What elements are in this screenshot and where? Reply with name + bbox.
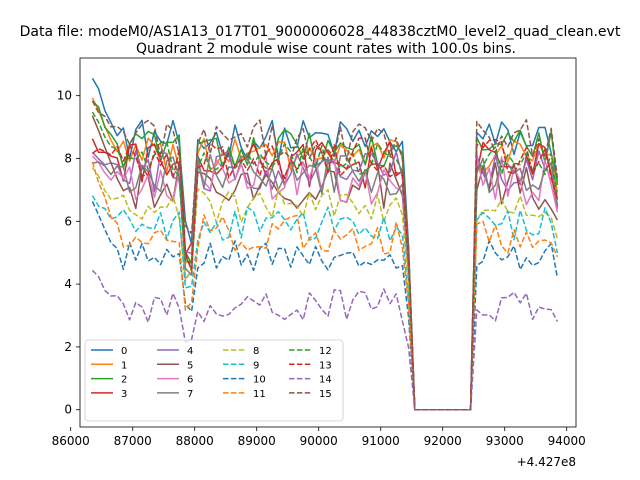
legend-label-5: 5 [187, 360, 193, 371]
series-line-9 [91, 195, 559, 411]
series-line-15 [91, 100, 559, 411]
series-line-3 [91, 138, 559, 411]
x-tick-label: 87000 [114, 434, 152, 448]
legend-label-7: 7 [187, 389, 193, 400]
y-axis: 0 2 4 6 8 10 [57, 89, 80, 417]
legend-label-3: 3 [121, 389, 127, 400]
legend-label-10: 10 [253, 375, 266, 386]
figure-suptitle: Data file: modeM0/AS1A13_017T01_90000060… [20, 24, 621, 40]
legend-label-9: 9 [253, 360, 259, 371]
chart-title: Quadrant 2 module wise count rates with … [136, 41, 516, 57]
series-line-12 [91, 111, 559, 411]
legend-label-2: 2 [121, 375, 127, 386]
y-tick-label: 6 [64, 214, 72, 228]
legend-label-14: 14 [319, 375, 332, 386]
series-line-8 [91, 167, 559, 411]
legend-label-0: 0 [121, 346, 127, 357]
series-line-13 [91, 137, 559, 411]
legend-label-11: 11 [253, 389, 266, 400]
plot-frame [79, 57, 577, 428]
series-line-11 [91, 161, 559, 411]
x-tick-label: 86000 [52, 434, 90, 448]
y-tick-label: 8 [64, 151, 72, 165]
series-line-0 [91, 77, 559, 411]
legend-label-12: 12 [319, 346, 332, 357]
x-tick-label: 90000 [300, 434, 338, 448]
y-tick-label: 2 [64, 340, 72, 354]
y-tick-label: 10 [57, 89, 72, 103]
legend-label-8: 8 [253, 346, 259, 357]
x-tick-label: 88000 [176, 434, 214, 448]
series-line-10 [91, 201, 559, 411]
series-line-2 [91, 100, 559, 411]
y-tick-label: 4 [64, 277, 72, 291]
legend-label-6: 6 [187, 375, 193, 386]
y-tick-label: 0 [64, 403, 72, 417]
x-tick-label: 89000 [238, 434, 276, 448]
legend-box [84, 339, 344, 422]
legend-label-13: 13 [319, 360, 332, 371]
series-line-14 [91, 269, 559, 411]
x-tick-label: 91000 [362, 434, 400, 448]
x-tick-label: 94000 [548, 434, 586, 448]
x-axis: 86000 87000 88000 89000 90000 91000 92000 93000… [52, 427, 586, 448]
x-tick-label: 93000 [486, 434, 524, 448]
x-offset-label: +4.427e8 [517, 455, 576, 469]
legend-label-1: 1 [121, 360, 127, 371]
plot-lines [91, 77, 559, 411]
x-tick-label: 92000 [424, 434, 462, 448]
legend-label-4: 4 [187, 346, 193, 357]
legend-label-15: 15 [319, 389, 332, 400]
